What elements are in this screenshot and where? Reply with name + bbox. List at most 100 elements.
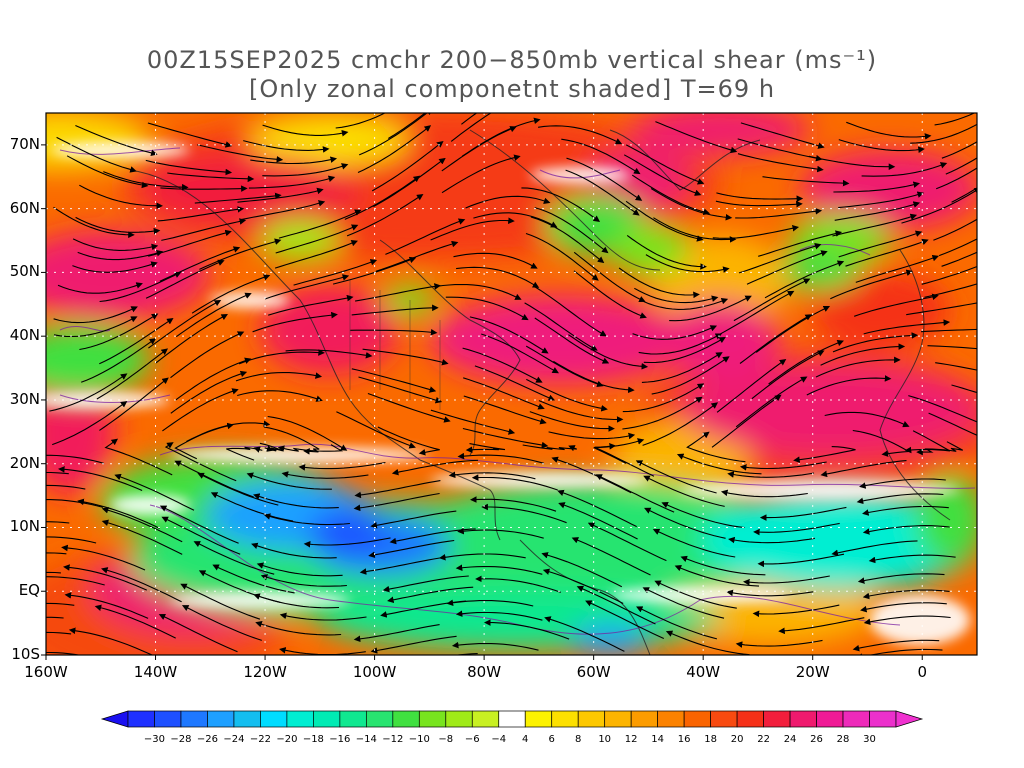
streamline [838, 230, 923, 258]
tick-marks [41, 144, 923, 660]
streamline [170, 370, 248, 414]
streamline [46, 602, 75, 606]
streamline [377, 426, 440, 456]
streamline [738, 243, 822, 274]
colorbar-swatch [233, 710, 261, 728]
streamline [755, 306, 831, 353]
streamline [457, 527, 544, 539]
colorbar-tick-label: 26 [810, 734, 823, 745]
lat-tick-label: 20N [9, 453, 40, 472]
streamline [650, 188, 733, 221]
streamline [573, 270, 647, 319]
streamline [243, 140, 330, 153]
streamline [862, 505, 949, 516]
streamline [368, 539, 455, 559]
streamline [906, 302, 977, 316]
colorbar-tick-label: 6 [548, 734, 555, 745]
streamline [941, 141, 977, 159]
colorbar-tick-label: −28 [170, 734, 192, 745]
streamline [566, 157, 643, 201]
streamline [712, 225, 800, 239]
streamline [61, 544, 146, 571]
streamline [263, 513, 350, 526]
lat-tick-label: 50N [9, 262, 40, 281]
streamline [933, 218, 977, 241]
streamline [651, 356, 730, 395]
streamline [470, 496, 557, 512]
streamline [159, 246, 241, 282]
streamline [451, 641, 539, 651]
streamline [860, 602, 947, 613]
streamline [735, 208, 823, 219]
streamline [631, 174, 711, 216]
streamline [471, 474, 558, 491]
streamline [336, 411, 416, 449]
streamline [161, 218, 247, 241]
colorbar-tick-label: 22 [757, 734, 770, 745]
streamline [46, 536, 97, 544]
streamline [921, 265, 977, 285]
streamline [938, 238, 977, 257]
streamline [175, 292, 252, 338]
lat-lon-grid [46, 113, 977, 655]
streamline [935, 167, 977, 190]
colorbar-tick-label: −24 [223, 734, 245, 745]
streamline [46, 484, 86, 490]
streamline [764, 260, 845, 299]
streamline [157, 206, 245, 222]
colorbar-tick-label: −14 [355, 734, 377, 745]
streamline [862, 589, 950, 600]
streamline [526, 378, 608, 412]
streamline [793, 446, 856, 463]
streamline [538, 125, 623, 145]
streamline [353, 492, 440, 512]
streamline [101, 567, 182, 603]
streamline [161, 516, 241, 555]
colorbar-tick-label: −30 [143, 734, 166, 745]
streamline [481, 503, 567, 524]
streamline [260, 574, 347, 587]
streamline [643, 298, 729, 310]
streamline [164, 442, 237, 482]
streamline [264, 274, 350, 300]
streamline [53, 316, 138, 338]
streamline [197, 472, 279, 506]
streamline [737, 138, 823, 162]
streamline [99, 271, 182, 303]
colorbar-tick-label: −4 [491, 734, 507, 745]
streamline [274, 240, 358, 269]
streamline [373, 157, 446, 208]
streamline [833, 181, 921, 193]
streamline [927, 345, 977, 350]
streamline [79, 184, 163, 210]
streamline [75, 216, 161, 235]
streamline [711, 394, 782, 448]
streamline [625, 144, 705, 185]
streamline [654, 580, 737, 609]
streamline [370, 510, 457, 529]
streamline [553, 360, 635, 394]
colorbar-swatch [260, 710, 288, 728]
streamline [332, 256, 417, 285]
lat-tick-label: 40N [9, 326, 40, 345]
lat-tick-label: 10S [11, 645, 40, 663]
streamline [191, 274, 271, 314]
streamline [534, 286, 607, 337]
streamline [358, 113, 433, 156]
colorbar-tick-label: 14 [651, 734, 664, 745]
streamline [622, 383, 705, 413]
streamline [104, 438, 173, 476]
streamline [455, 564, 543, 575]
streamline [170, 331, 245, 379]
streamline [571, 537, 651, 576]
streamline [830, 269, 913, 300]
streamline [768, 339, 844, 385]
streamline [77, 249, 164, 261]
streamline [746, 250, 828, 285]
colorbar-swatch [313, 710, 341, 728]
colorbar-swatch [286, 710, 314, 728]
colorbar-swatch [630, 710, 659, 728]
streamline [159, 505, 239, 544]
streamline [934, 113, 976, 126]
colorbar-swatch [127, 710, 155, 728]
